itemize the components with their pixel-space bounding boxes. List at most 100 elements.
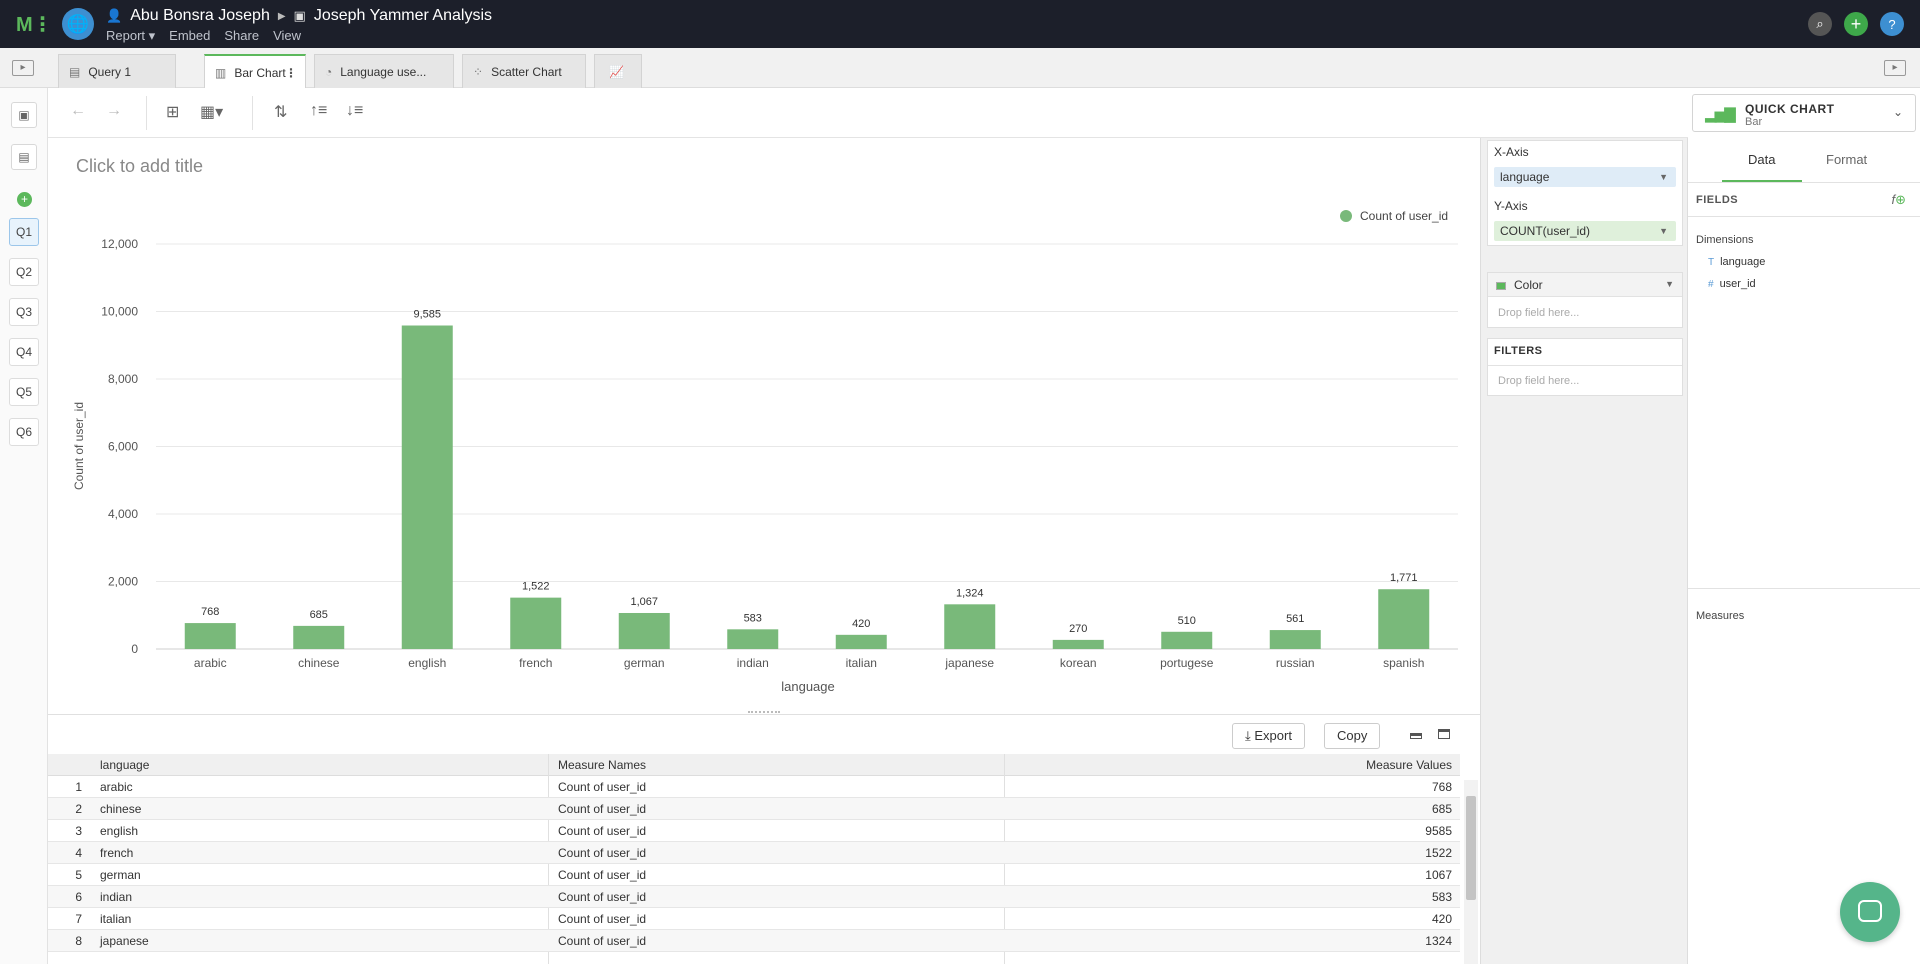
table-row[interactable]: 5 german Count of user_id 1067 xyxy=(48,864,1460,886)
report-icon: ▣ xyxy=(293,8,306,23)
bar-portugese[interactable] xyxy=(1161,631,1213,649)
query-q3[interactable]: Q3 xyxy=(9,298,39,326)
y-tick-label: 0 xyxy=(131,642,138,656)
export-button[interactable]: ⤓ Export xyxy=(1232,723,1305,749)
caret-down-icon[interactable]: ▼ xyxy=(1665,279,1674,289)
column-header-measure-values[interactable]: Measure Values xyxy=(1366,758,1452,772)
quick-chart-selector[interactable]: ▂▅▇ QUICK CHART Bar ⌄ xyxy=(1692,94,1916,132)
chart-title[interactable]: Click to add title xyxy=(76,156,204,176)
query-q2[interactable]: Q2 xyxy=(9,258,39,286)
tabs-row: ▸ ▤ Query 1 ▥ Bar Chart ⋮ ◔ Language use… xyxy=(0,48,1920,89)
y-axis-field: COUNT(user_id) xyxy=(1500,224,1591,238)
bar-korean[interactable] xyxy=(1052,639,1104,649)
panel-toggle-icon[interactable]: ▸ xyxy=(1884,60,1906,76)
query-q6[interactable]: Q6 xyxy=(9,418,39,446)
redo-icon[interactable]: → xyxy=(106,102,122,119)
add-query-icon[interactable]: + xyxy=(17,192,32,207)
export-label: Export xyxy=(1254,728,1292,743)
chat-button[interactable] xyxy=(1840,882,1900,942)
top-bar: M⋮ 🌐 👤 Abu Bonsra Joseph ▶ ▣ Joseph Yamm… xyxy=(0,0,1920,48)
tab-menu-icon[interactable]: ⋮ xyxy=(285,65,297,80)
menu-embed[interactable]: Embed xyxy=(169,28,211,43)
sidebar-toggle-icon[interactable]: ▸ xyxy=(12,60,34,76)
tab-data[interactable]: Data xyxy=(1748,152,1776,167)
cell-measure-value: 9585 xyxy=(1425,824,1452,838)
chart-type-icon[interactable]: ▦▾ xyxy=(200,104,224,121)
bar-japanese[interactable] xyxy=(944,604,996,649)
bar-chinese[interactable] xyxy=(293,625,345,649)
data-label: 270 xyxy=(1069,623,1087,635)
field-user-id[interactable]: # user_id xyxy=(1708,278,1756,290)
table-row[interactable]: 7 italian Count of user_id 420 xyxy=(48,908,1460,930)
bar-german[interactable] xyxy=(618,612,670,649)
copy-button[interactable]: Copy xyxy=(1324,723,1381,749)
report-builder-icon[interactable]: ▤ xyxy=(11,144,37,170)
column-header-language[interactable]: language xyxy=(100,758,150,772)
add-chart-tab[interactable]: 📈 xyxy=(594,54,642,88)
formula-icon[interactable]: f⊕ xyxy=(1891,192,1906,207)
sort-descending-icon[interactable]: ↓≡ xyxy=(346,102,364,119)
resize-handle[interactable] xyxy=(748,711,780,717)
add-icon[interactable]: + xyxy=(1844,12,1868,36)
table-row[interactable]: 8 japanese Count of user_id 1324 xyxy=(48,930,1460,952)
search-icon[interactable]: ⌕ xyxy=(1808,12,1832,36)
tab-scatter-chart[interactable]: ⁘ Scatter Chart xyxy=(462,54,586,88)
bar-indian[interactable] xyxy=(727,629,779,649)
add-chart-icon[interactable]: ⊞ xyxy=(166,104,180,121)
row-number: 3 xyxy=(75,824,82,838)
help-icon[interactable]: ? xyxy=(1880,12,1904,36)
bar-english[interactable] xyxy=(401,325,453,649)
data-label: 9,585 xyxy=(413,309,441,321)
query-q1[interactable]: Q1 xyxy=(9,218,39,246)
cell-measure-name: Count of user_id xyxy=(558,868,647,882)
tab-format[interactable]: Format xyxy=(1826,152,1868,167)
table-row[interactable]: 2 chinese Count of user_id 685 xyxy=(48,798,1460,820)
table-row[interactable]: 6 indian Count of user_id 583 xyxy=(48,886,1460,908)
query-q4[interactable]: Q4 xyxy=(9,338,39,366)
tab-language-use[interactable]: ◔ Language use... xyxy=(314,54,454,88)
bar-russian[interactable] xyxy=(1269,630,1321,649)
table-scrollbar[interactable] xyxy=(1464,780,1478,964)
report-view-icon[interactable]: ▣ xyxy=(11,102,37,128)
scrollbar-thumb[interactable] xyxy=(1466,796,1476,900)
bar-arabic[interactable] xyxy=(184,623,236,649)
tab-query-1[interactable]: ▤ Query 1 xyxy=(58,54,176,88)
sort-ascending-icon[interactable]: ↑≡ xyxy=(310,102,328,119)
table-row[interactable]: 3 english Count of user_id 9585 xyxy=(48,820,1460,842)
menu-report[interactable]: Report ▾ xyxy=(106,28,156,43)
app-logo[interactable]: M⋮ xyxy=(16,14,53,36)
report-title[interactable]: Joseph Yammer Analysis xyxy=(313,7,492,24)
x-axis-field-pill[interactable]: language ▼ xyxy=(1494,167,1676,187)
undo-icon[interactable]: ← xyxy=(70,102,86,119)
row-number: 8 xyxy=(75,934,82,948)
table-row[interactable]: 1 arabic Count of user_id 768 xyxy=(48,776,1460,798)
caret-down-icon[interactable]: ▼ xyxy=(1659,172,1668,182)
column-header-measure-names[interactable]: Measure Names xyxy=(558,758,647,772)
chat-icon xyxy=(1858,900,1882,922)
color-shelf-header[interactable]: Color ▼ xyxy=(1488,273,1682,297)
data-label: 1,067 xyxy=(630,596,658,608)
color-drop-zone[interactable]: Drop field here... xyxy=(1498,307,1580,319)
tab-bar-chart[interactable]: ▥ Bar Chart ⋮ xyxy=(204,54,306,89)
globe-icon[interactable]: 🌐 xyxy=(62,8,94,40)
maximize-icon[interactable] xyxy=(1438,729,1450,739)
swap-axes-icon[interactable]: ⇅ xyxy=(274,104,288,121)
query-q5[interactable]: Q5 xyxy=(9,378,39,406)
bar-spanish[interactable] xyxy=(1378,589,1430,649)
y-axis-field-pill[interactable]: COUNT(user_id) ▼ xyxy=(1494,221,1676,241)
caret-down-icon[interactable]: ▼ xyxy=(1659,226,1668,236)
minimize-icon[interactable] xyxy=(1410,733,1422,739)
menu-view[interactable]: View xyxy=(273,28,302,43)
panel-divider xyxy=(1688,588,1920,589)
cell-measure-name: Count of user_id xyxy=(558,846,647,860)
table-row[interactable]: 4 french Count of user_id 1522 xyxy=(48,842,1460,864)
cell-language: german xyxy=(100,868,141,882)
menu-share[interactable]: Share xyxy=(224,28,260,43)
breadcrumb-user[interactable]: Abu Bonsra Joseph xyxy=(130,7,270,24)
x-axis-field: language xyxy=(1500,170,1550,184)
chevron-down-icon: ⌄ xyxy=(1892,105,1903,119)
bar-french[interactable] xyxy=(510,597,562,649)
filters-drop-zone[interactable]: Drop field here... xyxy=(1498,375,1580,387)
bar-italian[interactable] xyxy=(835,634,887,649)
